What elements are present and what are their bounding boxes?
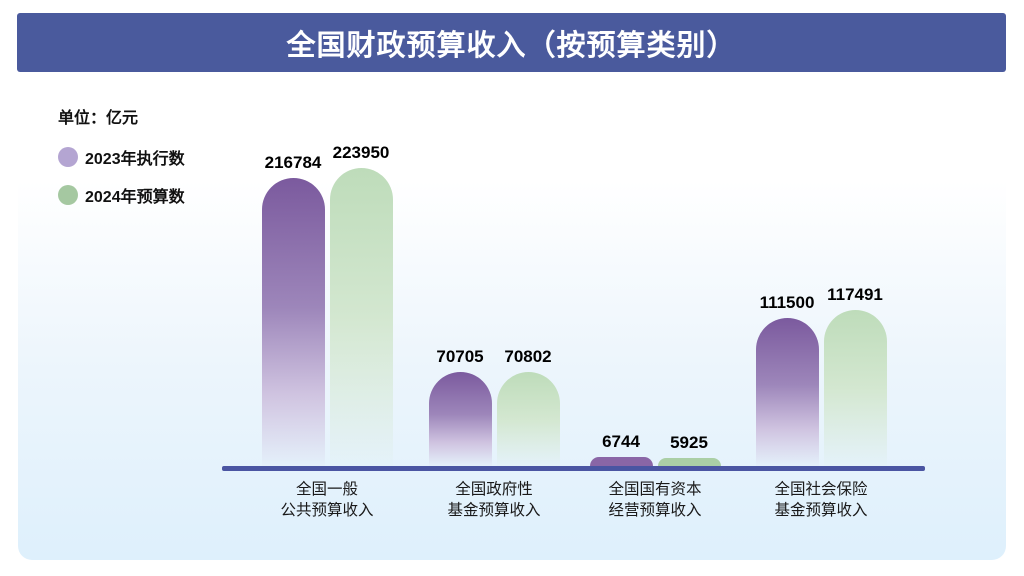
title-banner: 全国财政预算收入（按预算类别）	[17, 13, 1006, 72]
bar-2023	[589, 457, 653, 466]
legend-item-2024: 2024年预算数	[58, 183, 185, 207]
category-label: 全国国有资本 经营预算收入	[608, 481, 702, 519]
x-axis-line	[222, 466, 925, 471]
bar-item: 5925	[657, 433, 721, 466]
bar-value-label: 70705	[436, 347, 484, 366]
legend-swatch-2023	[58, 147, 78, 167]
bar-group: 70705 70802	[428, 347, 560, 466]
bar-group: 111500 117491	[755, 285, 887, 466]
bar-item: 6744	[589, 432, 653, 466]
bar-value-label: 111500	[759, 293, 815, 312]
bar-2024	[657, 458, 721, 466]
bar-item: 223950	[329, 143, 393, 466]
legend-label-2023: 2023年执行数	[85, 151, 185, 168]
category-label: 全国政府性 基金预算收入	[447, 481, 541, 519]
bar-value-label: 70802	[504, 347, 552, 366]
bar-2024	[329, 168, 393, 466]
legend-item-2023: 2023年执行数	[58, 145, 185, 169]
bar-2024	[496, 372, 560, 466]
bar-2023	[261, 178, 325, 466]
legend-swatch-2024	[58, 185, 78, 205]
bar-2024	[823, 310, 887, 466]
bar-2023	[428, 372, 492, 466]
bar-value-label: 223950	[332, 143, 390, 162]
bar-item: 70802	[496, 347, 560, 466]
bar-value-label: 216784	[264, 153, 322, 172]
bar-item: 70705	[428, 347, 492, 466]
unit-label: 单位：亿元	[58, 110, 139, 127]
bar-2023	[755, 318, 819, 466]
legend-label-2024: 2024年预算数	[85, 189, 185, 206]
page-title: 全国财政预算收入（按预算类别）	[286, 29, 737, 62]
bar-value-label: 117491	[827, 285, 883, 304]
category-label: 全国一般 公共预算收入	[280, 481, 374, 519]
bar-value-label: 6744	[602, 432, 640, 451]
bar-value-label: 5925	[670, 433, 708, 452]
bar-item: 111500	[755, 293, 819, 466]
bar-item: 117491	[823, 285, 887, 466]
bar-group: 6744 5925	[589, 432, 721, 466]
category-label: 全国社会保险 基金预算收入	[774, 481, 868, 519]
bar-group: 216784 223950	[261, 143, 393, 466]
chart-legend: 单位：亿元 2023年执行数 2024年预算数	[58, 104, 185, 221]
bar-item: 216784	[261, 153, 325, 466]
